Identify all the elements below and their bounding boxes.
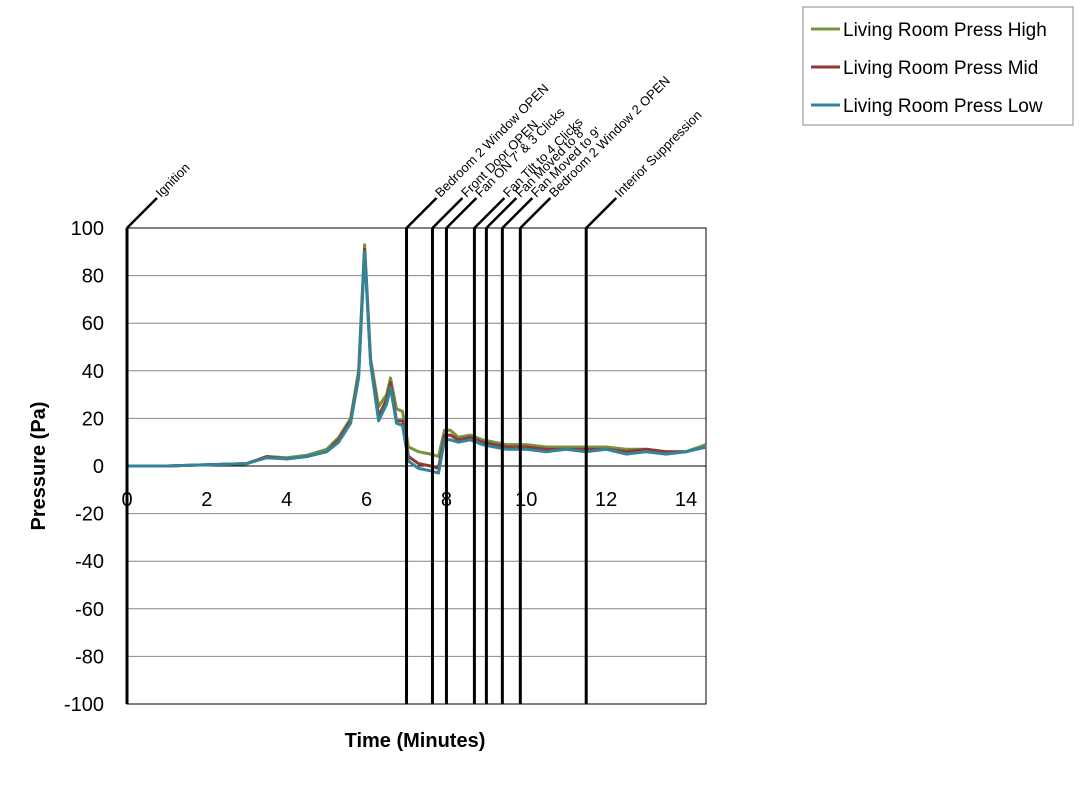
event-label: Ignition	[153, 160, 193, 200]
y-tick-label: -40	[75, 551, 104, 573]
event-marker: Fan Moved to 9'	[500, 124, 604, 704]
series-line-low	[127, 250, 707, 475]
legend-label: Living Room Press Low	[843, 96, 1043, 117]
x-tick-label: 12	[595, 489, 617, 511]
y-axis-title: Pressure (Pa)	[28, 402, 50, 531]
series-line-mid	[127, 247, 707, 470]
y-tick-label: 60	[82, 313, 104, 335]
y-tick-label: -80	[75, 646, 104, 668]
series-lines	[127, 243, 707, 475]
legend-label: Living Room Press Mid	[843, 58, 1038, 79]
x-axis-title: Time (Minutes)	[345, 730, 486, 752]
y-tick-label: -100	[64, 694, 104, 716]
series-line-high	[127, 243, 707, 468]
x-tick-label: 6	[361, 489, 372, 511]
event-marker: Ignition	[125, 160, 193, 704]
legend-item-mid: Living Room Press Mid	[811, 58, 1038, 79]
y-tick-label: 40	[82, 361, 104, 383]
event-marker: Interior Suppression	[584, 107, 705, 704]
y-tick-label: -20	[75, 504, 104, 526]
y-tick-label: -60	[75, 599, 104, 621]
y-tick-label: 20	[82, 408, 104, 430]
x-tick-label: 4	[281, 489, 292, 511]
x-tick-label: 0	[121, 489, 132, 511]
y-tick-label: 100	[71, 218, 104, 240]
y-tick-label: 80	[82, 266, 104, 288]
y-tick-labels: 100 80 60 40 20 0 -20 -40 -60 -80 -100	[64, 218, 104, 716]
x-tick-label: 10	[515, 489, 537, 511]
y-tick-label: 0	[93, 456, 104, 478]
x-tick-label: 8	[441, 489, 452, 511]
x-tick-label: 14	[675, 489, 697, 511]
legend: Living Room Press High Living Room Press …	[802, 6, 1074, 126]
x-tick-label: 2	[201, 489, 212, 511]
legend-item-low: Living Room Press Low	[811, 96, 1043, 117]
legend-label: Living Room Press High	[843, 20, 1047, 41]
legend-box	[802, 6, 1074, 126]
x-tick-labels: 0 2 4 6 8 10 12 14	[121, 489, 697, 511]
legend-item-high: Living Room Press High	[811, 20, 1047, 41]
event-marker: Fan Tilt to 4 Clicks	[472, 114, 586, 704]
